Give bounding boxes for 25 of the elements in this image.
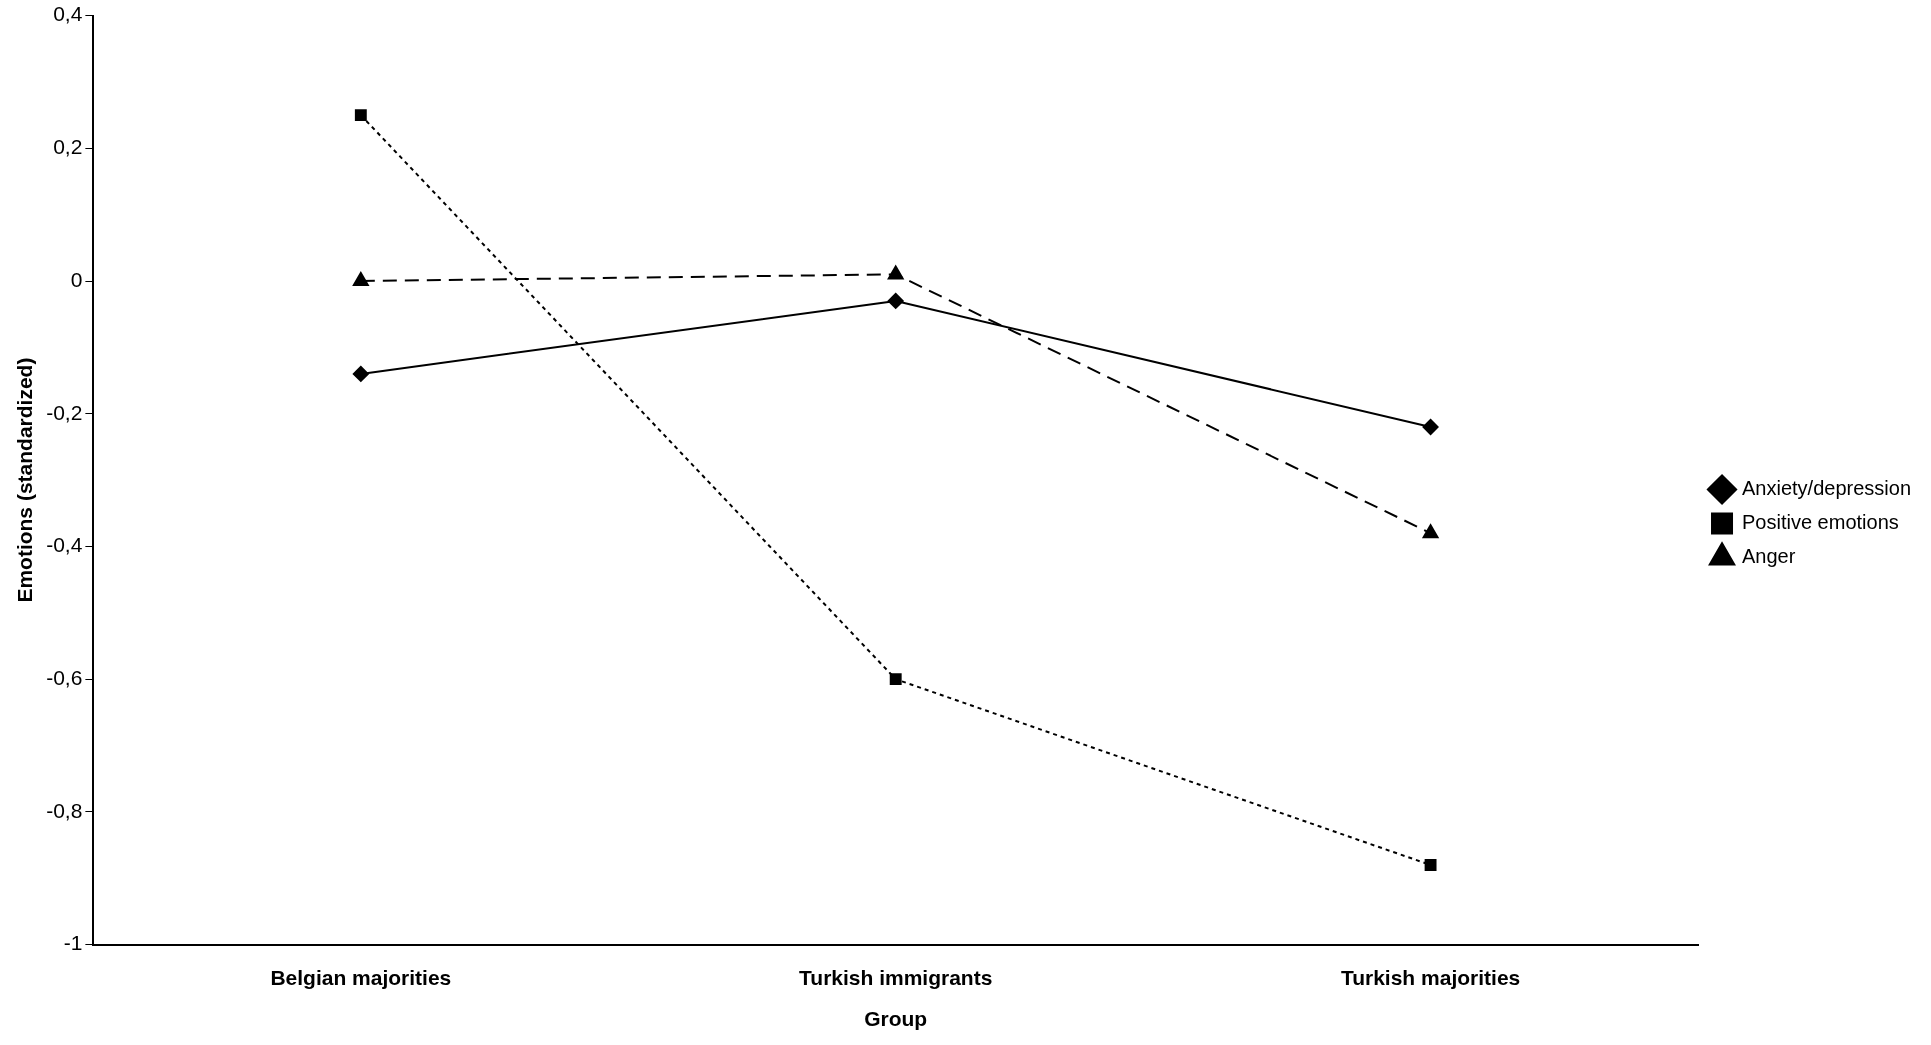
legend-label: Positive emotions — [1742, 511, 1899, 534]
y-tick-label: 0,4 — [53, 2, 83, 26]
point — [887, 265, 904, 280]
legend-label: Anxiety/depression — [1742, 477, 1911, 500]
y-tick-label: 0,2 — [53, 135, 83, 159]
y-tick-label: -1 — [63, 931, 83, 955]
point — [887, 292, 904, 309]
y-tick-label: 0 — [70, 267, 83, 291]
legend-label: Anger — [1742, 545, 1796, 568]
point — [1424, 859, 1437, 871]
x-tick-label: Turkish majorities — [1340, 966, 1521, 989]
y-tick-label: -0,8 — [46, 798, 83, 822]
point — [889, 673, 902, 686]
y-tick-label: -0,4 — [46, 533, 83, 557]
x-tick-label: Turkish immigrants — [799, 966, 993, 989]
y-tick-label: -0,6 — [46, 665, 83, 689]
point — [352, 272, 369, 287]
point — [1422, 419, 1439, 436]
point — [1422, 524, 1439, 539]
y-tick-label: -0,2 — [46, 400, 83, 424]
point — [352, 365, 369, 382]
point — [354, 109, 367, 122]
x-tick-label: Belgian majorities — [270, 966, 452, 989]
y-axis-title: Emotions (standardized) — [13, 357, 37, 603]
x-axis-title: Group — [864, 1007, 928, 1031]
